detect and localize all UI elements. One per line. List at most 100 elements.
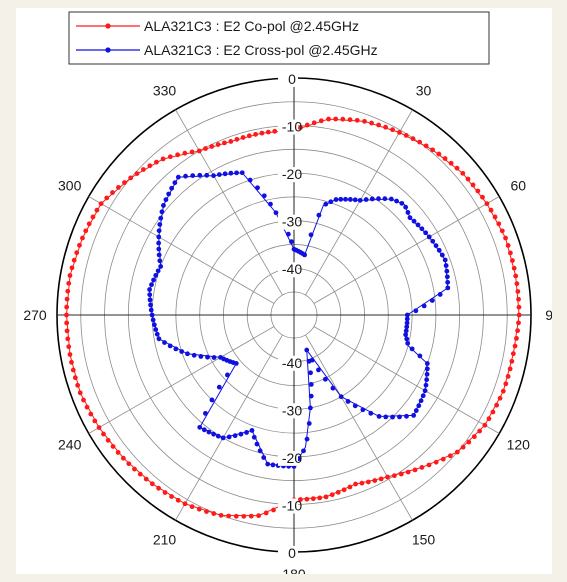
angle-tick-label: 180 xyxy=(282,566,306,574)
data-point xyxy=(204,172,210,178)
data-point xyxy=(404,312,410,318)
radial-tick-label: 0 xyxy=(288,71,296,87)
data-point xyxy=(515,289,521,294)
data-point xyxy=(304,347,310,353)
data-point xyxy=(404,413,409,419)
data-point xyxy=(211,355,217,360)
data-point xyxy=(259,130,265,136)
data-point xyxy=(169,494,174,499)
data-point xyxy=(511,265,517,271)
data-point xyxy=(69,265,75,271)
grid-spoke xyxy=(88,326,275,434)
data-point xyxy=(460,170,466,176)
data-point xyxy=(310,496,316,502)
data-point xyxy=(64,304,70,310)
data-point xyxy=(126,461,132,467)
data-point xyxy=(376,122,381,128)
data-point xyxy=(148,307,154,313)
data-point xyxy=(104,195,110,201)
radial-label-bg xyxy=(278,498,298,514)
data-point xyxy=(105,437,111,443)
angle-tick-label: 60 xyxy=(511,178,527,194)
data-point xyxy=(368,410,374,416)
data-point xyxy=(94,207,100,213)
data-point xyxy=(369,120,374,126)
data-point xyxy=(263,510,269,516)
data-point xyxy=(166,191,172,197)
data-point xyxy=(196,148,202,154)
data-point xyxy=(149,312,155,318)
data-point xyxy=(241,513,247,519)
grid-spoke xyxy=(313,196,500,304)
data-point xyxy=(347,484,353,490)
data-point xyxy=(147,287,152,292)
data-point xyxy=(289,239,294,245)
polar-grid xyxy=(56,77,532,553)
grid-spoke xyxy=(175,334,283,521)
data-point xyxy=(430,238,436,244)
data-point xyxy=(232,433,238,439)
data-point xyxy=(403,332,409,338)
data-point xyxy=(110,444,116,449)
data-point xyxy=(338,196,344,202)
data-point xyxy=(423,143,429,149)
data-point xyxy=(514,335,519,341)
data-point xyxy=(226,434,232,440)
data-point xyxy=(423,382,429,388)
data-point xyxy=(323,494,329,500)
data-point xyxy=(244,430,249,435)
data-point xyxy=(154,331,160,337)
data-point xyxy=(64,328,70,334)
data-point xyxy=(436,151,442,157)
data-point xyxy=(157,258,163,264)
data-point xyxy=(397,130,402,135)
data-point xyxy=(503,235,508,241)
data-point xyxy=(323,201,329,207)
data-point xyxy=(158,215,164,221)
data-point xyxy=(159,209,165,215)
radial-label-bg xyxy=(278,403,298,419)
data-point xyxy=(496,221,502,227)
data-point xyxy=(390,414,395,420)
data-point xyxy=(424,371,430,377)
data-point xyxy=(156,240,162,246)
radial-label-bg xyxy=(278,214,298,230)
data-point xyxy=(383,124,388,130)
data-point xyxy=(169,185,175,191)
chart-frame: 30 60 90 120 150 180 210 240 270 300 330 0 0 -10 -10 -2… xyxy=(16,8,552,574)
data-point xyxy=(510,351,516,357)
data-point xyxy=(153,327,159,332)
data-point xyxy=(285,231,291,237)
data-point xyxy=(204,509,209,514)
data-point xyxy=(147,297,153,303)
data-point xyxy=(421,303,427,309)
data-point xyxy=(151,277,156,283)
data-point xyxy=(486,416,492,422)
data-point xyxy=(201,427,207,433)
data-point xyxy=(88,411,94,417)
data-point xyxy=(234,136,240,142)
data-point xyxy=(417,353,423,359)
data-point xyxy=(75,382,81,388)
data-point xyxy=(172,180,178,186)
data-point xyxy=(101,431,106,437)
data-point xyxy=(254,441,260,447)
data-point xyxy=(155,268,161,274)
data-point xyxy=(505,243,511,248)
data-point xyxy=(405,210,411,215)
data-point xyxy=(333,116,339,122)
data-point xyxy=(388,196,394,202)
data-point xyxy=(156,234,162,240)
grid-spoke xyxy=(175,109,283,296)
data-point xyxy=(175,174,181,180)
data-point xyxy=(516,312,522,318)
data-point xyxy=(149,282,154,288)
data-point xyxy=(156,336,162,342)
data-point xyxy=(454,449,460,455)
data-point xyxy=(183,173,188,179)
data-point xyxy=(77,242,82,248)
radial-tick-label: -10 xyxy=(282,497,302,513)
angle-tick-label: 150 xyxy=(412,531,436,547)
data-point xyxy=(316,212,322,218)
data-point xyxy=(433,459,439,465)
